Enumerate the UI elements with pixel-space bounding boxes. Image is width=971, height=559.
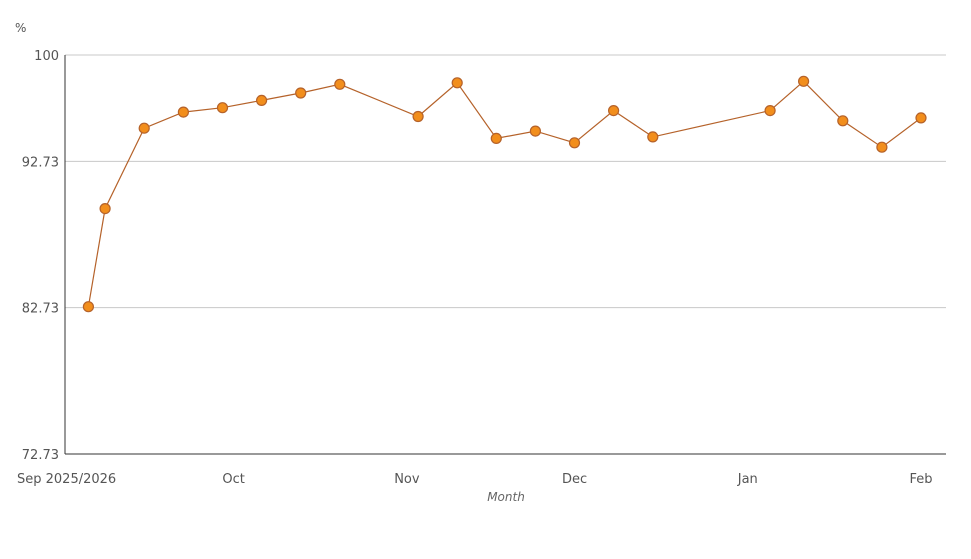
x-axis-tick-labels: Sep 2025/2026 Oct Nov Dec Jan Feb [17,472,933,487]
x-axis-title: Month [487,490,525,504]
data-point[interactable] [647,131,659,143]
y-tick-label: 92.73 [22,155,59,170]
y-axis-unit-label: % [15,21,26,35]
data-point[interactable] [256,94,268,107]
data-point[interactable] [82,301,95,313]
y-tick-label: 72.73 [22,448,59,463]
data-point[interactable] [490,132,502,144]
data-point[interactable] [529,125,542,137]
data-point[interactable] [764,104,776,117]
y-axis-tick-labels: 72.73 82.73 92.73 100 [22,49,59,463]
data-point[interactable] [837,115,849,127]
data-point[interactable] [334,78,346,90]
x-tick-label: Dec [562,472,587,487]
data-point[interactable] [177,106,189,118]
data-point[interactable] [216,102,229,114]
data-point[interactable] [99,203,111,215]
data-point[interactable] [138,122,150,134]
data-point[interactable] [451,77,463,89]
series-line [87,80,922,307]
data-point[interactable] [797,75,810,87]
data-point[interactable] [607,104,620,117]
y-tick-label: 82.73 [22,302,59,317]
axes [64,55,946,455]
data-point[interactable] [915,112,927,124]
x-tick-label: Nov [394,472,420,487]
data-point[interactable] [568,137,581,149]
data-point[interactable] [876,141,888,153]
x-tick-label: Sep 2025/2026 [17,472,116,487]
data-point[interactable] [412,110,424,123]
series-group [82,75,927,313]
data-point[interactable] [295,87,307,99]
x-tick-label: Oct [222,472,244,487]
gridlines [65,54,946,309]
y-tick-label: 100 [34,49,59,64]
x-tick-label: Feb [909,472,932,487]
x-tick-label: Jan [737,472,758,487]
